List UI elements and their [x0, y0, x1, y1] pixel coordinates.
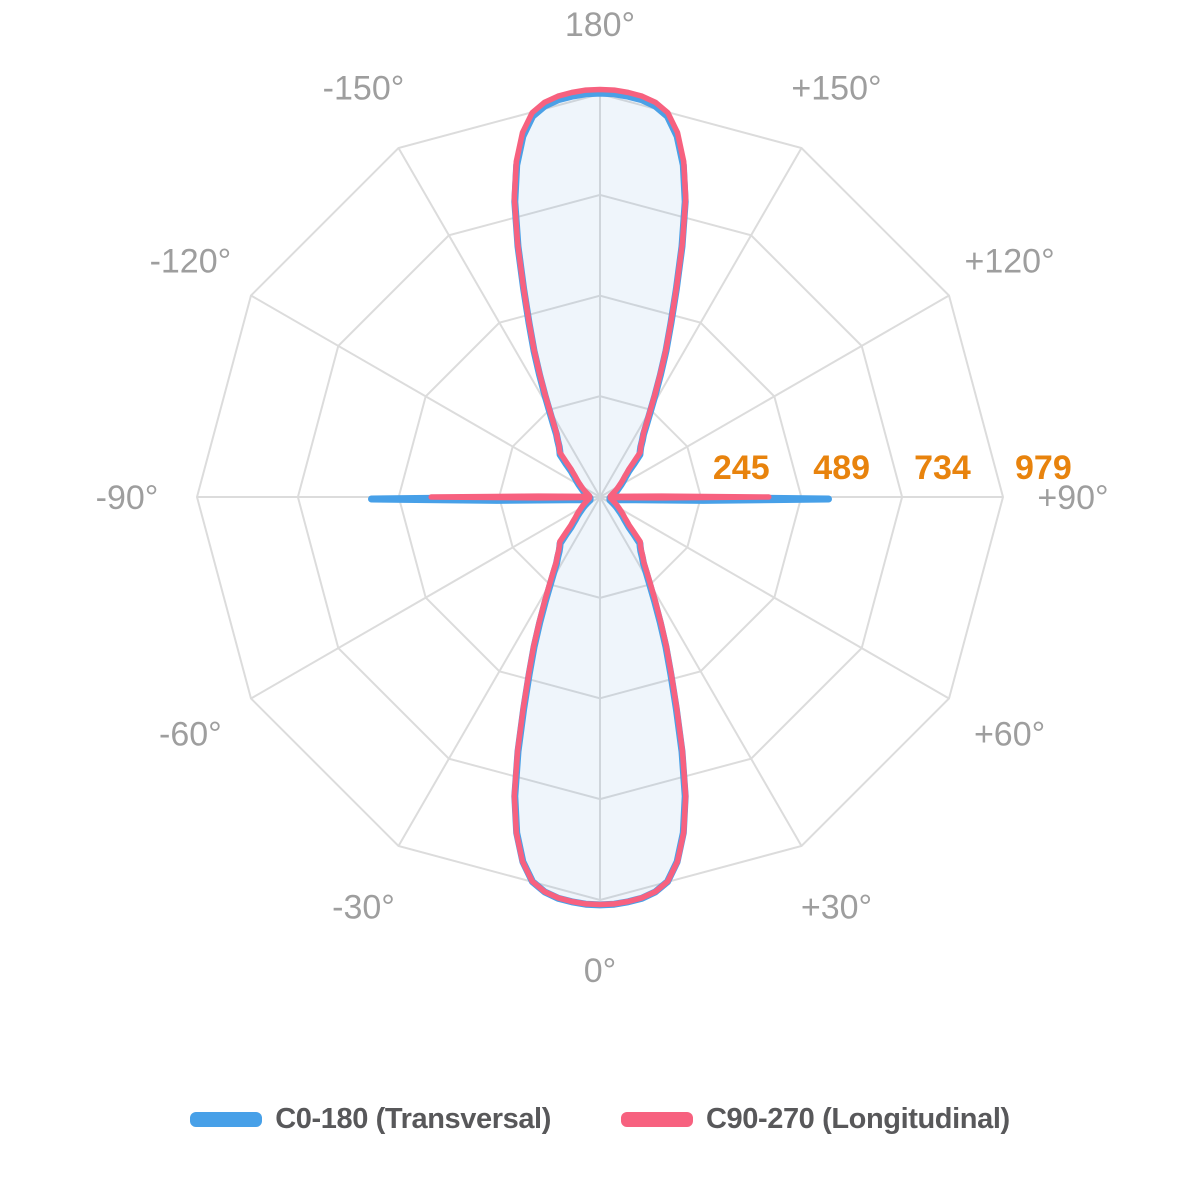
- angle-label: +30°: [801, 889, 872, 927]
- legend-swatch-c0-180: [190, 1112, 263, 1127]
- grid-spoke: [599, 496, 950, 700]
- grid-spoke: [397, 147, 601, 498]
- polar-chart: 245 489 734 979 180° -150° +150° -120° +120° -90°…: [96, 6, 1109, 990]
- grid-spoke: [599, 147, 803, 498]
- angle-label: -60°: [159, 715, 222, 753]
- angle-label: -150°: [323, 69, 405, 107]
- series-c90-270: [428, 86, 772, 908]
- polar-chart-area: 245 489 734 979 180° -150° +150° -120° +120° -90°…: [96, 6, 1109, 990]
- legend-item-c0-180[interactable]: C0-180 (Transversal): [190, 1103, 551, 1136]
- legend-item-c90-270[interactable]: C90-270 (Longitudinal): [620, 1103, 1010, 1136]
- ring-value-label: 734: [914, 449, 971, 487]
- ring-value-label: 245: [713, 449, 770, 487]
- angle-label: -120°: [150, 242, 232, 280]
- legend-label-c90-270: C90-270 (Longitudinal): [705, 1103, 1010, 1135]
- grid-spoke: [599, 294, 950, 498]
- angle-label: 0°: [584, 952, 617, 990]
- grid-spoke: [250, 294, 601, 498]
- chart-legend: C0-180 (Transversal) C90-270 (Longitudin…: [0, 1103, 1200, 1136]
- angle-label: +120°: [965, 242, 1055, 280]
- ring-value-label: 979: [1015, 449, 1072, 487]
- ring-value-label: 489: [813, 449, 870, 487]
- angle-label: +90°: [1037, 479, 1108, 517]
- angle-label: +150°: [791, 69, 881, 107]
- angle-label: -90°: [96, 479, 159, 517]
- legend-label-c0-180: C0-180 (Transversal): [275, 1103, 551, 1135]
- grid-spoke: [599, 496, 803, 847]
- grid-spoke: [250, 496, 601, 700]
- legend-swatch-c90-270: [620, 1112, 693, 1127]
- angle-label: -30°: [332, 889, 395, 927]
- angle-label: 180°: [565, 6, 635, 44]
- angle-label: +60°: [974, 715, 1045, 753]
- grid-spoke: [397, 496, 601, 847]
